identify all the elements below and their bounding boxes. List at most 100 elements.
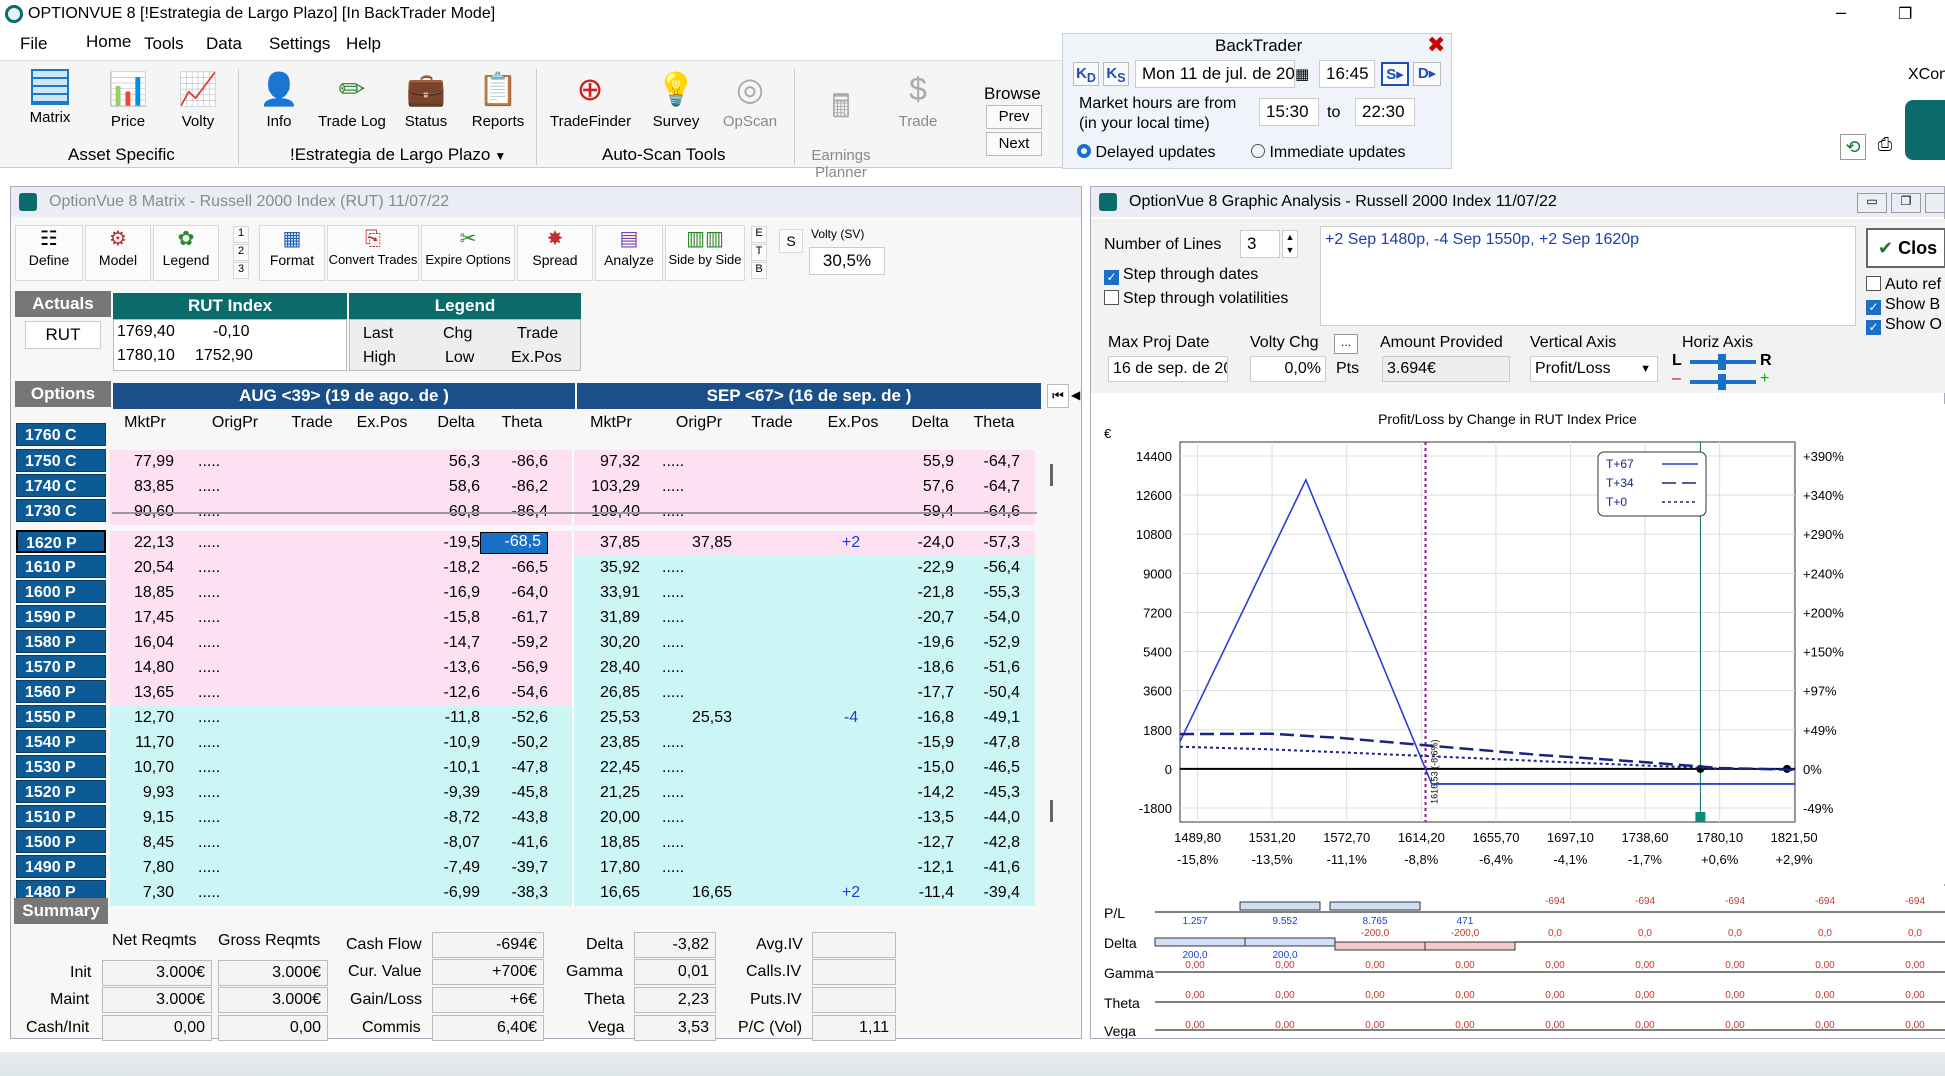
print-icon[interactable]: ⎙ — [1877, 134, 1893, 154]
info-button[interactable]: 👤 Info — [259, 71, 299, 130]
scroll-first-icon[interactable]: ⏮ — [1047, 384, 1069, 408]
tradefinder-button[interactable]: ⊕ TradeFinder — [550, 71, 632, 130]
strategy-group-label[interactable]: !Estrategia de Largo Plazo ▼ — [290, 145, 507, 164]
step-volatilities-checkbox[interactable]: Step through volatilities — [1104, 290, 1288, 308]
s-button[interactable]: S — [779, 229, 803, 253]
strike-1530-p[interactable]: 1530 P — [16, 755, 106, 778]
volty-options-button[interactable]: ... — [1334, 334, 1358, 354]
earnings-planner-button[interactable]: 🖩 Earnings Planner — [811, 88, 871, 181]
back-day-button[interactable]: KD — [1073, 62, 1099, 86]
next-button[interactable]: Next — [986, 132, 1042, 156]
strike-1740-c[interactable]: 1740 C — [16, 474, 106, 497]
table-row[interactable]: 11,70..... -10,9 -50,2 23,85..... -15,9 -47,8 — [110, 731, 1035, 756]
scroll-left-icon[interactable]: ◀ — [1071, 388, 1081, 402]
legend-button[interactable]: ✿ Legend — [153, 225, 219, 281]
strike-1730-c[interactable]: 1730 C — [16, 499, 106, 522]
format-button[interactable]: ▦ Format — [259, 225, 325, 281]
strike-1750-c[interactable]: 1750 C — [16, 449, 106, 472]
hours-from-field[interactable]: 15:30 — [1259, 98, 1319, 126]
price-button[interactable]: 📊 Price — [108, 71, 148, 130]
status-button[interactable]: 💼 Status — [404, 71, 448, 130]
forward-step-button[interactable]: S▸ — [1381, 62, 1409, 86]
back-step-button[interactable]: KS — [1103, 62, 1129, 86]
table-row[interactable]: 16,04..... -14,7 -59,2 30,20..... -19,6 -52,9 — [110, 631, 1035, 656]
matrix-button[interactable]: Matrix — [22, 69, 78, 126]
auto-ref-checkbox[interactable]: Auto ref — [1866, 276, 1941, 294]
lines-field[interactable]: 3 — [1240, 230, 1280, 258]
toggle-b[interactable]: B — [751, 262, 767, 279]
expire-options-button[interactable]: ✂ Expire Options — [421, 225, 515, 281]
strike-1600-p[interactable]: 1600 P — [16, 580, 106, 603]
symbol-field[interactable]: RUT — [25, 321, 101, 349]
strike-1550-p[interactable]: 1550 P — [16, 705, 106, 728]
show-o-checkbox[interactable]: ✓ Show O — [1866, 316, 1942, 335]
horiz-slider-thumb[interactable] — [1718, 354, 1726, 370]
menu-settings[interactable]: Settings — [269, 34, 331, 53]
table-row[interactable]: 22,13..... -19,5 -68,5 37,85 37,85 +2 -24,0 -57… — [110, 531, 1035, 556]
max-proj-field[interactable]: 16 de sep. de 2022 — [1108, 356, 1228, 382]
toggle-t[interactable]: T — [751, 244, 767, 261]
menu-data[interactable]: Data — [206, 34, 242, 53]
strike-1620-p[interactable]: 1620 P — [16, 530, 106, 553]
restore-icon[interactable]: ❐ — [1891, 193, 1921, 213]
table-row[interactable]: 17,45..... -15,8 -61,7 31,89..... -20,7 -54,0 — [110, 606, 1035, 631]
spread-button[interactable]: ✸ Spread — [517, 225, 593, 281]
menu-help[interactable]: Help — [346, 34, 381, 53]
show-b-checkbox[interactable]: ✓ Show B — [1866, 296, 1940, 315]
table-row[interactable]: 20,54..... -18,2 -66,5 35,92..... -22,9 -56,4 — [110, 556, 1035, 581]
lines-spinner-icon[interactable]: ▲ ▼ — [1282, 230, 1298, 258]
menu-file[interactable]: File — [20, 34, 48, 53]
close-icon[interactable]: ✖ — [1427, 32, 1446, 57]
strike-1510-p[interactable]: 1510 P — [16, 805, 106, 828]
close-icon[interactable] — [1925, 193, 1945, 213]
strike-1590-p[interactable]: 1590 P — [16, 605, 106, 628]
table-row[interactable]: 77,99..... 56,3 -86,6 97,32..... 55,9 -64,7 — [110, 450, 1035, 475]
volty-chg-field[interactable]: 0,0% — [1250, 356, 1326, 382]
opscan-button[interactable]: ◎ OpScan — [722, 71, 778, 130]
toggle-3[interactable]: 3 — [233, 262, 249, 279]
table-row[interactable]: 18,85..... -16,9 -64,0 33,91..... -21,8 -55,3 — [110, 581, 1035, 606]
restore-icon[interactable]: ❐ — [1898, 6, 1913, 23]
strike-1560-p[interactable]: 1560 P — [16, 680, 106, 703]
delayed-updates-radio[interactable]: Delayed updates — [1077, 144, 1216, 162]
immediate-updates-radio[interactable]: Immediate updates — [1251, 144, 1406, 162]
table-row[interactable]: 8,45..... -8,07 -41,6 18,85..... -12,7 -42,8 — [110, 831, 1035, 856]
strategy-field[interactable]: +2 Sep 1480p, -4 Sep 1550p, +2 Sep 1620p — [1320, 226, 1856, 326]
vertical-axis-select[interactable]: Profit/Loss ▼ — [1530, 356, 1658, 382]
strike-1540-p[interactable]: 1540 P — [16, 730, 106, 753]
table-row[interactable]: 10,70..... -10,1 -47,8 22,45..... -15,0 -46,5 — [110, 756, 1035, 781]
refresh-icon[interactable]: ⟲ — [1840, 134, 1866, 160]
minus-icon[interactable]: – — [1672, 370, 1681, 387]
minimize-icon[interactable]: ▭ — [1857, 193, 1887, 213]
scroll-thumb[interactable] — [1050, 464, 1053, 486]
strike-1580-p[interactable]: 1580 P — [16, 630, 106, 653]
reports-button[interactable]: 📋 Reports — [471, 71, 525, 130]
calendar-icon[interactable]: ▦ — [1295, 66, 1310, 83]
date-field[interactable]: Mon 11 de jul. de 2022 — [1135, 60, 1295, 88]
table-row[interactable]: 83,85..... 58,6 -86,2 103,29..... 57,6 -64,7 — [110, 475, 1035, 500]
volty-field[interactable]: 30,5% — [809, 247, 885, 275]
close-strategy-button[interactable]: ✔ Clos — [1866, 228, 1945, 268]
table-row[interactable]: 12,70..... -11,8 -52,6 25,53 25,53 -4 -16,8 -49… — [110, 706, 1035, 731]
table-cell[interactable]: -68,5 — [480, 532, 548, 554]
scroll-thumb[interactable] — [1050, 800, 1053, 822]
zoom-slider-thumb[interactable] — [1718, 374, 1726, 390]
toggle-2[interactable]: 2 — [233, 244, 249, 261]
toggle-1[interactable]: 1 — [233, 226, 249, 243]
strike-1610-p[interactable]: 1610 P — [16, 555, 106, 578]
forward-day-button[interactable]: D▸ — [1413, 62, 1441, 86]
strike-1570-p[interactable]: 1570 P — [16, 655, 106, 678]
convert-trades-button[interactable]: ⎘ Convert Trades — [327, 225, 419, 281]
side-by-side-button[interactable]: ▥▥ Side by Side — [665, 225, 745, 281]
toggle-e[interactable]: E — [751, 226, 767, 243]
volty-button[interactable]: 📈 Volty — [178, 71, 218, 130]
prev-button[interactable]: Prev — [986, 105, 1042, 129]
strike-1760-c[interactable]: 1760 C — [16, 423, 106, 446]
trade-log-button[interactable]: ✏ Trade Log — [318, 71, 386, 130]
define-button[interactable]: ☷ Define — [15, 225, 83, 281]
table-row[interactable]: 13,65..... -12,6 -54,6 26,85..... -17,7 -50,4 — [110, 681, 1035, 706]
survey-button[interactable]: 💡 Survey — [652, 71, 700, 130]
strike-1500-p[interactable]: 1500 P — [16, 830, 106, 853]
time-field[interactable]: 16:45 — [1319, 60, 1375, 88]
amount-provided-field[interactable]: 3.694€ — [1382, 356, 1510, 382]
